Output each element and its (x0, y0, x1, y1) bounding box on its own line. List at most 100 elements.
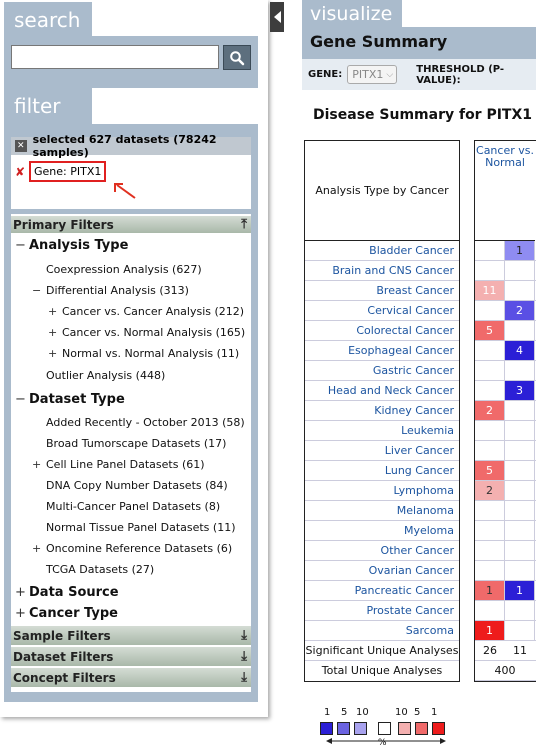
expand-icon[interactable]: + (48, 326, 62, 339)
threshold-label: THRESHOLD (P-VALUE): (416, 64, 536, 86)
filter-tree-item[interactable]: + Cell Line Panel Datasets (61) (32, 458, 205, 471)
collapse-top-icon[interactable]: ⤒ (241, 217, 247, 232)
cancer-row-label[interactable]: Cervical Cancer (305, 301, 459, 321)
filter-tree-item[interactable]: Broad Tumorscape Datasets (17) (46, 437, 226, 450)
filter-tree-item[interactable]: + Cancer vs. Cancer Analysis (212) (48, 305, 244, 318)
filter-tree-item[interactable]: − Differential Analysis (313) (32, 284, 189, 297)
cancer-row-label[interactable]: Brain and CNS Cancer (305, 261, 459, 281)
visualize-tab[interactable]: visualize (302, 0, 402, 27)
underexpression-cell[interactable]: 1 (505, 241, 535, 260)
significant-up-value: 26 (475, 641, 505, 660)
cancer-row-label[interactable]: Lymphoma (305, 481, 459, 501)
expand-icon[interactable]: + (48, 347, 62, 360)
overexpression-cell[interactable]: 2 (475, 481, 505, 500)
gene-label: GENE: (308, 69, 342, 80)
cancer-row-label[interactable]: Ovarian Cancer (305, 561, 459, 581)
overexpression-cell (475, 441, 505, 460)
filter-section-label: Concept Filters (13, 671, 116, 685)
filter-tree-item[interactable]: TCGA Datasets (27) (46, 563, 154, 576)
cancer-vs-normal-header[interactable]: Cancer vs. Normal (475, 141, 535, 241)
clear-all-icon[interactable]: ✕ (15, 140, 27, 152)
cancer-row-label[interactable]: Leukemia (305, 421, 459, 441)
expand-icon[interactable]: + (15, 606, 29, 621)
overexpression-cell[interactable]: 2 (475, 401, 505, 420)
filter-tree-item[interactable]: + Data Source (15, 585, 119, 600)
collapse-icon[interactable]: − (15, 392, 29, 407)
cancer-row-label[interactable]: Kidney Cancer (305, 401, 459, 421)
underexpression-cell[interactable]: 2 (505, 301, 535, 320)
filter-tree-item[interactable]: + Normal vs. Normal Analysis (11) (48, 347, 239, 360)
cancer-list-table: Analysis Type by Cancer Bladder Cancer Br… (304, 140, 460, 682)
filter-section-header[interactable]: Dataset Filters ⤓ (11, 647, 251, 667)
cancer-row-label[interactable]: Esophageal Cancer (305, 341, 459, 361)
underexpression-cell (505, 441, 535, 460)
total-label: Total Unique Analyses (305, 661, 459, 681)
cvn-row: 2 (475, 301, 536, 321)
filter-tree-label: Cancer Type (29, 606, 118, 621)
collapse-sidebar-handle[interactable] (270, 2, 284, 32)
legend-tick: 5 (341, 707, 347, 718)
collapse-icon[interactable]: − (15, 238, 29, 253)
expand-icon[interactable]: + (32, 458, 46, 471)
expand-bottom-icon[interactable]: ⤓ (241, 628, 247, 643)
filter-tree-item[interactable]: + Oncomine Reference Datasets (6) (32, 542, 232, 555)
filter-tree-label: Coexpression Analysis (627) (46, 263, 202, 276)
filter-section-header[interactable]: Concept Filters ⤓ (11, 668, 251, 688)
filter-tree-item[interactable]: Outlier Analysis (448) (46, 369, 165, 382)
filter-section-label: Dataset Filters (13, 650, 113, 664)
overexpression-cell[interactable]: 11 (475, 281, 505, 300)
overexpression-cell[interactable]: 1 (475, 621, 505, 640)
expand-bottom-icon[interactable]: ⤓ (241, 670, 247, 685)
search-icon (229, 50, 245, 66)
cancer-row-label[interactable]: Lung Cancer (305, 461, 459, 481)
filter-tree-item[interactable]: DNA Copy Number Datasets (84) (46, 479, 228, 492)
cancer-row-label[interactable]: Head and Neck Cancer (305, 381, 459, 401)
cancer-row-label[interactable]: Melanoma (305, 501, 459, 521)
expand-icon[interactable]: + (15, 585, 29, 600)
cvn-row (475, 261, 536, 281)
cancer-row-label[interactable]: Myeloma (305, 521, 459, 541)
filter-tree-item[interactable]: + Cancer vs. Normal Analysis (165) (48, 326, 245, 339)
underexpression-cell[interactable]: 4 (505, 341, 535, 360)
underexpression-cell[interactable]: 3 (505, 381, 535, 400)
search-box (4, 36, 258, 88)
search-input[interactable] (11, 45, 219, 69)
overexpression-cell[interactable]: 5 (475, 321, 505, 340)
expand-icon[interactable]: + (32, 542, 46, 555)
filter-tree-item[interactable]: − Dataset Type (15, 392, 125, 407)
search-tab[interactable]: search (4, 2, 92, 37)
expand-bottom-icon[interactable]: ⤓ (241, 649, 247, 664)
cvn-row (475, 521, 536, 541)
search-button[interactable] (223, 45, 251, 70)
cancer-row-label[interactable]: Colorectal Cancer (305, 321, 459, 341)
cancer-row-label[interactable]: Other Cancer (305, 541, 459, 561)
cancer-row-label[interactable]: Prostate Cancer (305, 601, 459, 621)
cancer-row-label[interactable]: Breast Cancer (305, 281, 459, 301)
filter-section-label: Sample Filters (13, 629, 111, 643)
underexpression-cell[interactable]: 1 (505, 581, 535, 600)
filter-tree-label: Outlier Analysis (448) (46, 369, 165, 382)
overexpression-cell (475, 521, 505, 540)
filter-tree-item[interactable]: Added Recently - October 2013 (58) (46, 416, 245, 429)
filter-tree-item[interactable]: − Analysis Type (15, 238, 128, 253)
total-value: 400 (475, 661, 535, 680)
cancer-row-label[interactable]: Gastric Cancer (305, 361, 459, 381)
collapse-icon[interactable]: − (32, 284, 46, 297)
overexpression-cell[interactable]: 5 (475, 461, 505, 480)
filter-tree-item[interactable]: Normal Tissue Panel Datasets (11) (46, 521, 236, 534)
filter-tree-item[interactable]: + Cancer Type (15, 606, 118, 621)
cancer-row-label[interactable]: Pancreatic Cancer (305, 581, 459, 601)
cancer-row-label[interactable]: Sarcoma (305, 621, 459, 641)
overexpression-cell (475, 261, 505, 280)
filter-tab[interactable]: filter (4, 88, 92, 124)
expand-icon[interactable]: + (48, 305, 62, 318)
gene-select[interactable]: PITX1 ⌵ (347, 65, 397, 84)
primary-filters-header[interactable]: Primary Filters ⤒ (11, 216, 251, 234)
overexpression-cell[interactable]: 1 (475, 581, 505, 600)
filter-tree-item[interactable]: Multi-Cancer Panel Datasets (8) (46, 500, 220, 513)
remove-gene-filter-icon[interactable]: ✘ (15, 165, 27, 179)
filter-tree-item[interactable]: Coexpression Analysis (627) (46, 263, 202, 276)
filter-section-header[interactable]: Sample Filters ⤓ (11, 626, 251, 646)
cancer-row-label[interactable]: Liver Cancer (305, 441, 459, 461)
cancer-row-label[interactable]: Bladder Cancer (305, 241, 459, 261)
